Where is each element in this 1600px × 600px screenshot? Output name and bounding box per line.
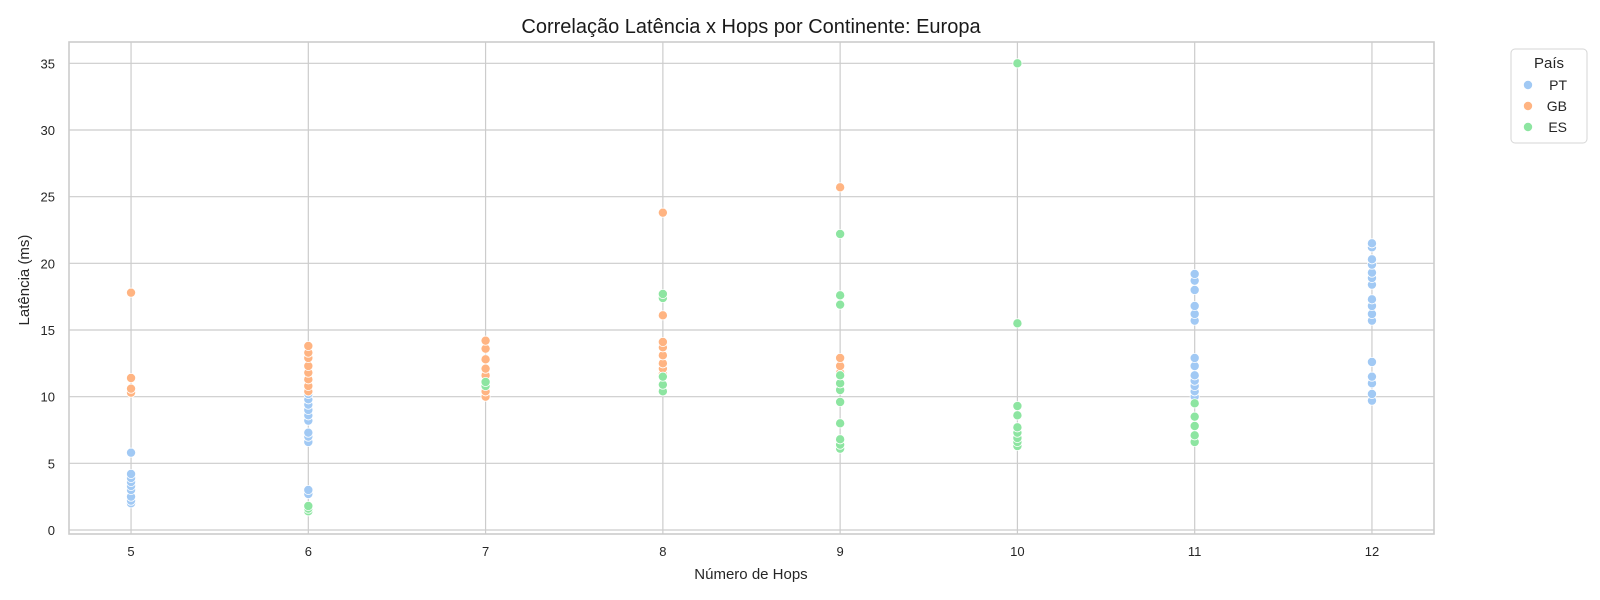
- legend: País PT GB ES: [1510, 48, 1588, 144]
- y-gridlines: [69, 62, 1434, 531]
- x-axis-label: Número de Hops: [694, 566, 807, 583]
- data-points: [126, 58, 1377, 517]
- y-tick-label: 10: [41, 390, 55, 405]
- point-es: [835, 299, 846, 310]
- y-tick-label: 35: [41, 56, 55, 71]
- point-es: [657, 288, 668, 299]
- point-gb: [480, 335, 491, 346]
- y-tick-label: 5: [48, 456, 55, 471]
- point-pt: [1189, 268, 1200, 279]
- point-pt: [1366, 238, 1377, 249]
- point-gb: [480, 363, 491, 374]
- plot-frame: [68, 41, 1435, 535]
- point-es: [1012, 58, 1023, 69]
- point-es: [1012, 400, 1023, 411]
- point-pt: [1189, 352, 1200, 363]
- x-tick-label: 12: [1365, 544, 1379, 559]
- x-tick-label: 9: [837, 544, 844, 559]
- point-pt: [1189, 300, 1200, 311]
- x-tick-label: 11: [1188, 544, 1202, 559]
- point-gb: [835, 352, 846, 363]
- point-pt: [1366, 371, 1377, 382]
- y-tick-label: 30: [41, 123, 55, 138]
- point-es: [835, 418, 846, 429]
- x-tick-label: 8: [659, 544, 666, 559]
- x-tick-label: 7: [482, 544, 489, 559]
- legend-title: País: [1534, 55, 1564, 72]
- point-gb: [126, 372, 137, 383]
- point-pt: [1366, 294, 1377, 305]
- point-es: [1189, 398, 1200, 409]
- y-tick-label: 20: [41, 256, 55, 271]
- legend-label-pt: PT: [1549, 77, 1567, 93]
- point-pt: [1366, 388, 1377, 399]
- point-pt: [1189, 370, 1200, 381]
- point-gb: [480, 354, 491, 365]
- x-gridlines: [130, 42, 1373, 534]
- point-es: [1012, 318, 1023, 329]
- x-tick-label: 10: [1010, 544, 1024, 559]
- point-es: [303, 500, 314, 511]
- legend-box: [1510, 48, 1588, 144]
- point-es: [835, 290, 846, 301]
- point-es: [1012, 422, 1023, 433]
- y-tick-labels: 0 5 10 15 20 25 30 35: [41, 56, 55, 538]
- point-es: [835, 228, 846, 239]
- point-gb: [303, 340, 314, 351]
- point-pt: [303, 484, 314, 495]
- point-pt: [126, 468, 137, 479]
- point-pt: [1366, 356, 1377, 367]
- point-es: [1012, 410, 1023, 421]
- point-gb: [126, 287, 137, 298]
- point-pt: [303, 427, 314, 438]
- legend-marker-gb: [1523, 101, 1534, 112]
- legend-label-es: ES: [1548, 119, 1567, 135]
- y-tick-label: 0: [48, 523, 55, 538]
- point-es: [835, 370, 846, 381]
- chart-title: Correlação Latência x Hops por Continent…: [521, 16, 981, 38]
- point-gb: [835, 182, 846, 193]
- x-tick-label: 5: [127, 544, 134, 559]
- point-es: [1189, 420, 1200, 431]
- point-gb: [657, 310, 668, 321]
- point-es: [480, 376, 491, 387]
- point-pt: [1366, 254, 1377, 265]
- point-pt: [1189, 284, 1200, 295]
- y-axis-label: Latência (ms): [16, 235, 33, 326]
- y-tick-label: 25: [41, 190, 55, 205]
- legend-marker-pt: [1523, 80, 1534, 91]
- legend-label-gb: GB: [1547, 98, 1567, 114]
- point-es: [657, 371, 668, 382]
- x-tick-labels: 5 6 7 8 9 10 11 12: [127, 544, 1379, 559]
- x-tick-label: 6: [305, 544, 312, 559]
- legend-marker-es: [1523, 122, 1534, 133]
- point-es: [1189, 411, 1200, 422]
- y-tick-label: 15: [41, 323, 55, 338]
- point-gb: [657, 336, 668, 347]
- point-es: [835, 434, 846, 445]
- point-gb: [126, 383, 137, 394]
- point-es: [1189, 430, 1200, 441]
- point-gb: [657, 207, 668, 218]
- point-es: [835, 396, 846, 407]
- point-pt: [126, 447, 137, 458]
